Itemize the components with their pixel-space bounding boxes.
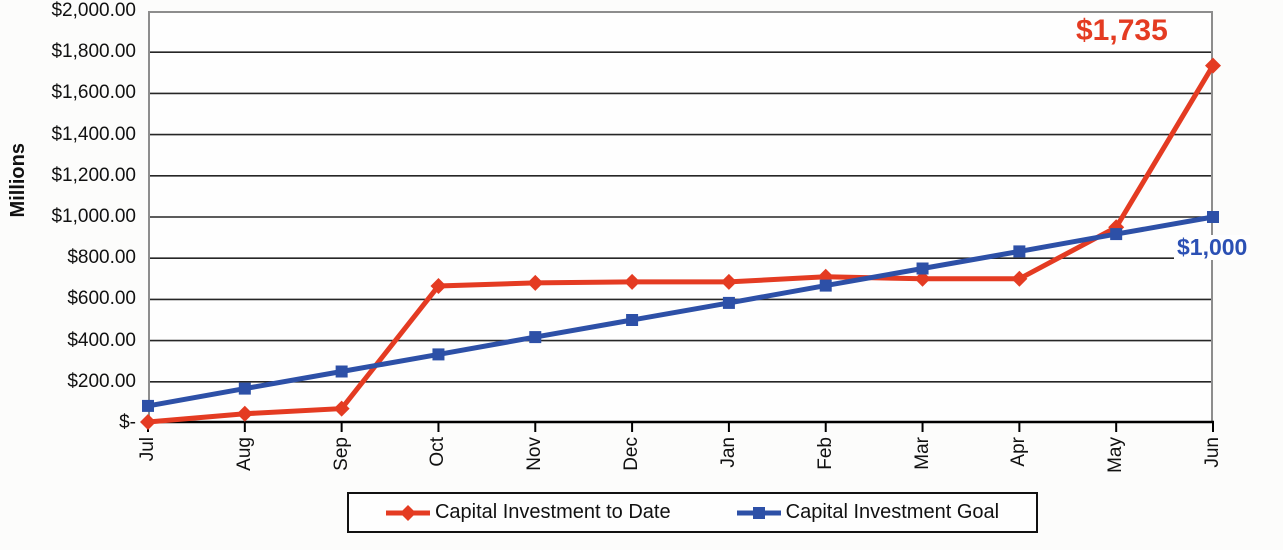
x-tick-label: Oct [427, 437, 449, 467]
blue-square-series-icon [736, 506, 781, 519]
x-tick-label: Dec [621, 437, 643, 471]
data-point-diamond [236, 405, 253, 422]
data-point-square [916, 262, 929, 275]
data-point-square [238, 382, 251, 395]
data-label-final-goal: $1,000 [1174, 235, 1251, 260]
data-point-diamond [430, 278, 447, 295]
data-point-diamond [914, 270, 931, 287]
data-point-square [529, 331, 542, 344]
data-point-diamond [1205, 57, 1221, 74]
legend-label-investment-to-date: Capital Investment to Date [434, 501, 671, 523]
x-tick-label: Jul [137, 437, 158, 462]
data-point-square [1110, 228, 1123, 241]
x-tick-label: Jan [717, 437, 739, 468]
y-tick-label: $1,200.00 [51, 164, 136, 186]
y-tick-label: $1,400.00 [51, 123, 136, 145]
y-tick-label: $1,800.00 [51, 41, 136, 63]
red-diamond-series-icon [385, 504, 430, 521]
legend-item-investment-goal: Capital Investment Goal [736, 501, 1000, 524]
x-tick-label: Mar [911, 437, 933, 470]
legend-label-investment-goal: Capital Investment Goal [785, 501, 1000, 523]
series-line [147, 64, 1216, 425]
data-point-square [1207, 211, 1219, 223]
data-point-diamond [1011, 270, 1028, 287]
data-point-square [1013, 245, 1026, 258]
data-point-square [626, 314, 639, 326]
y-tick-label: $200.00 [67, 370, 136, 392]
x-tick-label: Jun [1202, 437, 1223, 468]
x-tick-label: Feb [814, 437, 836, 470]
data-point-diamond [624, 273, 641, 290]
x-tick-label: Sep [330, 437, 352, 471]
data-point-diamond [333, 400, 350, 417]
y-tick-label: $- [119, 412, 136, 433]
legend: Capital Investment to Date Capital Inves… [347, 492, 1038, 533]
y-tick-label: $1,000.00 [51, 206, 136, 227]
data-point-square [722, 296, 735, 309]
x-tick-label: Apr [1008, 437, 1030, 467]
y-tick-label: $2,000.00 [51, 0, 136, 21]
data-point-square [335, 365, 348, 378]
data-point-square [142, 399, 154, 412]
data-point-square [819, 279, 832, 292]
x-tick-label: Nov [524, 437, 546, 471]
data-label-final-investment: $1,735 [1072, 15, 1172, 46]
y-tick-label: $1,600.00 [51, 82, 136, 104]
x-tick-label: Aug [233, 437, 255, 471]
y-tick-label: $400.00 [67, 329, 136, 351]
plot-area [140, 11, 1221, 432]
legend-item-investment-to-date: Capital Investment to Date [385, 501, 671, 524]
data-point-diamond [720, 273, 737, 290]
y-tick-label: $800.00 [67, 247, 136, 269]
series-line [147, 214, 1214, 409]
y-tick-label: $600.00 [67, 288, 136, 310]
x-tick-label: May [1105, 437, 1127, 473]
data-point-diamond [527, 274, 544, 291]
data-point-square [432, 348, 445, 361]
data-point-diamond [140, 413, 156, 430]
